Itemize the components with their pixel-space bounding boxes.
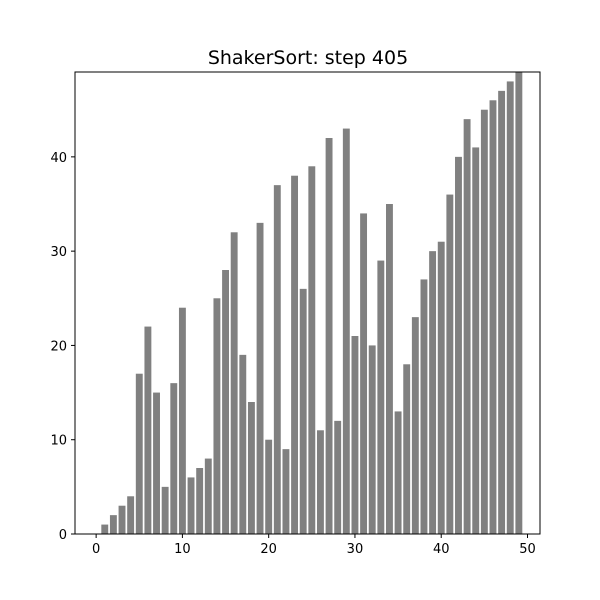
x-tick-label: 0 <box>92 542 100 557</box>
bar <box>368 345 376 534</box>
bar <box>489 100 497 535</box>
y-tick-label: 40 <box>50 151 67 166</box>
bar <box>360 213 368 534</box>
bar <box>127 496 135 534</box>
bar <box>247 402 255 534</box>
bar <box>394 411 402 534</box>
x-tick-label: 40 <box>433 542 450 557</box>
bar <box>377 260 385 534</box>
y-tick-label: 30 <box>50 245 67 260</box>
x-tick-label: 50 <box>519 542 536 557</box>
bar <box>446 194 454 535</box>
bar <box>230 232 238 535</box>
bar <box>299 288 307 534</box>
bar <box>239 354 247 534</box>
bar <box>411 317 419 534</box>
bar <box>187 477 195 534</box>
bar <box>291 175 299 534</box>
bar <box>256 222 264 534</box>
bar <box>144 326 152 534</box>
chart-title: ShakerSort: step 405 <box>208 47 408 69</box>
bar <box>342 128 350 535</box>
bar <box>480 109 488 534</box>
y-tick-label: 10 <box>50 434 67 449</box>
bar <box>351 336 359 534</box>
bar <box>265 439 273 534</box>
bar <box>386 204 393 534</box>
bar <box>109 515 117 534</box>
bar <box>118 505 126 534</box>
bar <box>196 468 204 534</box>
bar <box>506 81 514 534</box>
bar <box>498 90 506 534</box>
x-tick-label: 10 <box>174 542 191 557</box>
bar <box>403 364 411 534</box>
bar <box>325 138 333 534</box>
y-tick-label: 20 <box>50 339 67 354</box>
x-tick-label: 20 <box>260 542 277 557</box>
bar <box>135 373 143 534</box>
bar <box>213 298 221 534</box>
bar <box>222 270 229 534</box>
bar <box>334 420 342 534</box>
bar <box>161 486 169 534</box>
bar <box>153 392 160 534</box>
bar <box>101 524 109 534</box>
axes: 0 10 20 30 40 50 0 10 20 30 40 <box>50 71 541 557</box>
bar <box>273 185 281 534</box>
plot-frame <box>74 71 541 535</box>
bars <box>101 72 523 535</box>
bar <box>455 156 462 534</box>
bar <box>437 241 445 534</box>
bar <box>316 430 324 534</box>
bar <box>515 72 523 534</box>
bar <box>429 251 437 534</box>
bar <box>178 307 186 534</box>
bar <box>170 383 178 534</box>
bar <box>204 458 212 534</box>
bar <box>282 449 290 534</box>
bar <box>420 279 428 534</box>
bar <box>463 119 471 535</box>
x-tick-label: 30 <box>347 542 364 557</box>
bar <box>472 147 480 534</box>
y-tick-label: 0 <box>59 528 67 543</box>
bar <box>308 166 316 535</box>
